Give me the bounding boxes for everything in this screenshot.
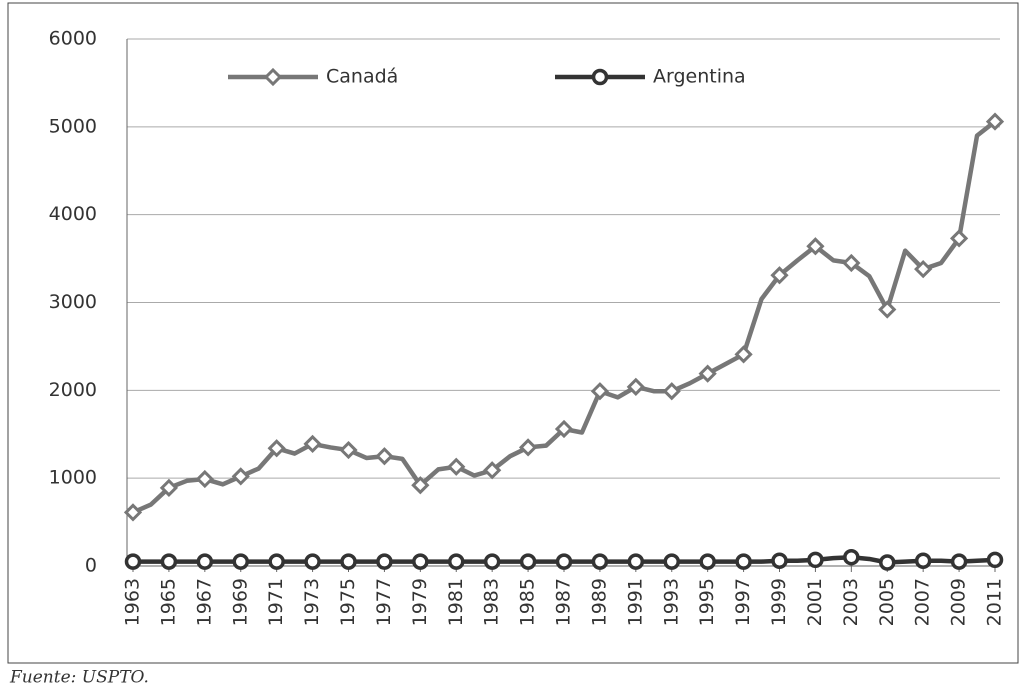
point: [339, 440, 358, 460]
x-tick-label: 1971: [265, 578, 287, 626]
point: [914, 552, 932, 569]
x-tick-label: 1989: [588, 578, 610, 626]
x-tick-label: 1997: [732, 578, 754, 626]
y-tick-label: 3000: [49, 291, 97, 313]
x-tick-label: 1979: [409, 578, 431, 626]
x-tick-label: 2007: [912, 578, 934, 626]
point: [842, 253, 861, 273]
source: Fuente: USPTO.: [9, 668, 149, 688]
legend-label: Canadá: [326, 66, 398, 88]
point: [448, 553, 465, 570]
point: [627, 553, 645, 570]
x-tick-label: 1981: [445, 578, 467, 626]
point: [195, 469, 214, 489]
point: [124, 553, 142, 570]
legend-marker: [591, 68, 609, 86]
x-tick-label: 1987: [553, 578, 575, 626]
point: [555, 553, 573, 570]
point: [949, 229, 969, 248]
point: [735, 553, 752, 570]
point: [734, 345, 753, 364]
point: [447, 457, 466, 476]
point: [554, 419, 574, 439]
point: [412, 553, 429, 570]
x-tick-label: 2009: [948, 578, 970, 626]
point: [411, 476, 430, 495]
point: [231, 467, 250, 486]
point: [303, 434, 322, 454]
x-tick-label: 1967: [193, 578, 215, 626]
legend-marker: [263, 67, 283, 87]
point: [591, 553, 609, 570]
x-tick-label: 1965: [157, 578, 179, 626]
point: [770, 266, 789, 285]
point: [232, 553, 249, 570]
point: [123, 503, 143, 522]
point: [375, 447, 394, 466]
point: [771, 552, 788, 569]
point: [879, 554, 896, 571]
series-line: [132, 119, 997, 515]
x-tick-label: 2001: [804, 578, 826, 626]
y-tick-label: 6000: [49, 28, 97, 50]
x-tick-label: 2005: [876, 578, 898, 626]
point: [304, 553, 321, 570]
legend-label: Argentina: [653, 66, 746, 88]
x-tick-label: 1995: [696, 578, 718, 626]
point: [483, 461, 502, 480]
point: [914, 260, 933, 279]
x-tick-label: 1975: [337, 578, 359, 626]
point: [878, 300, 897, 319]
x-tick-label: 1977: [373, 578, 395, 626]
point: [590, 382, 610, 401]
x-tick-label: 1963: [122, 578, 144, 626]
point: [159, 478, 179, 497]
point: [519, 553, 537, 570]
y-tick-label: 2000: [49, 379, 97, 401]
y-tick-label: 1000: [49, 467, 97, 489]
point: [160, 553, 178, 570]
x-tick-label: 1991: [624, 578, 646, 626]
x-tick-label: 1969: [229, 578, 251, 626]
point: [698, 364, 717, 383]
point: [985, 112, 1005, 131]
x-tick-label: 1999: [768, 578, 790, 626]
point: [196, 553, 214, 570]
point: [340, 553, 357, 570]
point: [986, 551, 1004, 569]
frame: [7, 2, 1019, 664]
point: [626, 377, 645, 396]
point: [843, 548, 860, 566]
x-tick-label: 2003: [840, 578, 862, 626]
point: [376, 553, 393, 570]
point: [483, 553, 501, 570]
point: [950, 553, 968, 570]
x-tick-label: 1983: [481, 578, 503, 626]
point: [267, 439, 286, 458]
y-tick-label: 0: [85, 555, 97, 577]
x-tick-label: 1973: [301, 578, 323, 626]
point: [806, 237, 825, 256]
point: [663, 553, 680, 570]
x-tick-label: 1993: [660, 578, 682, 626]
y-tick-label: 4000: [49, 203, 97, 225]
point: [662, 382, 681, 401]
point: [518, 438, 538, 457]
y-tick-label: 5000: [49, 115, 97, 137]
x-tick-label: 2011: [984, 578, 1006, 626]
point: [807, 551, 824, 569]
point: [699, 553, 716, 570]
x-tick-label: 1985: [517, 578, 539, 626]
point: [268, 553, 285, 570]
